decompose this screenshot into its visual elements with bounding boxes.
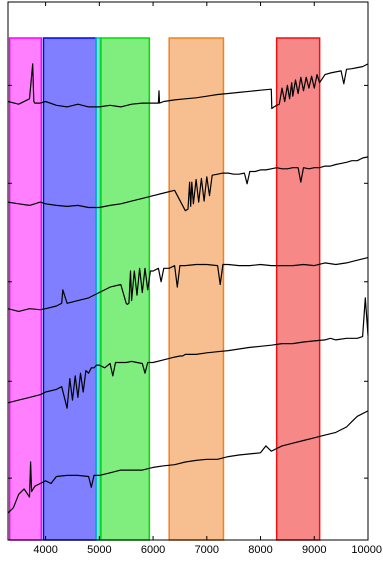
band-3 — [95, 37, 102, 541]
spectrum-line-3 — [7, 257, 369, 312]
band-5 — [168, 37, 225, 541]
wavelength-bands — [8, 37, 321, 541]
x-tick-label-5: 8000 — [248, 544, 272, 556]
x-tick-label-2: 5000 — [87, 544, 111, 556]
x-tick-label-4: 7000 — [195, 544, 219, 556]
band-2 — [42, 37, 97, 541]
x-tick-label-3: 6000 — [141, 544, 165, 556]
spectrum-line-1 — [7, 63, 369, 110]
plot-frame — [7, 1, 369, 541]
y-ticks — [8, 84, 368, 479]
band-6 — [275, 37, 321, 541]
x-tick-label-6: 9000 — [302, 544, 326, 556]
spectrum-line-2 — [7, 156, 369, 212]
spectrum-line-4 — [7, 297, 369, 409]
band-1 — [8, 37, 43, 541]
spectrum-lines — [7, 63, 369, 514]
x-tick-label-7: 10000 — [351, 544, 382, 556]
spectrum-line-5 — [7, 410, 369, 514]
x-ticks: 4000 5000 6000 7000 8000 9000 10000 — [33, 2, 382, 556]
x-tick-label-1: 4000 — [33, 544, 57, 556]
band-4 — [100, 37, 151, 541]
